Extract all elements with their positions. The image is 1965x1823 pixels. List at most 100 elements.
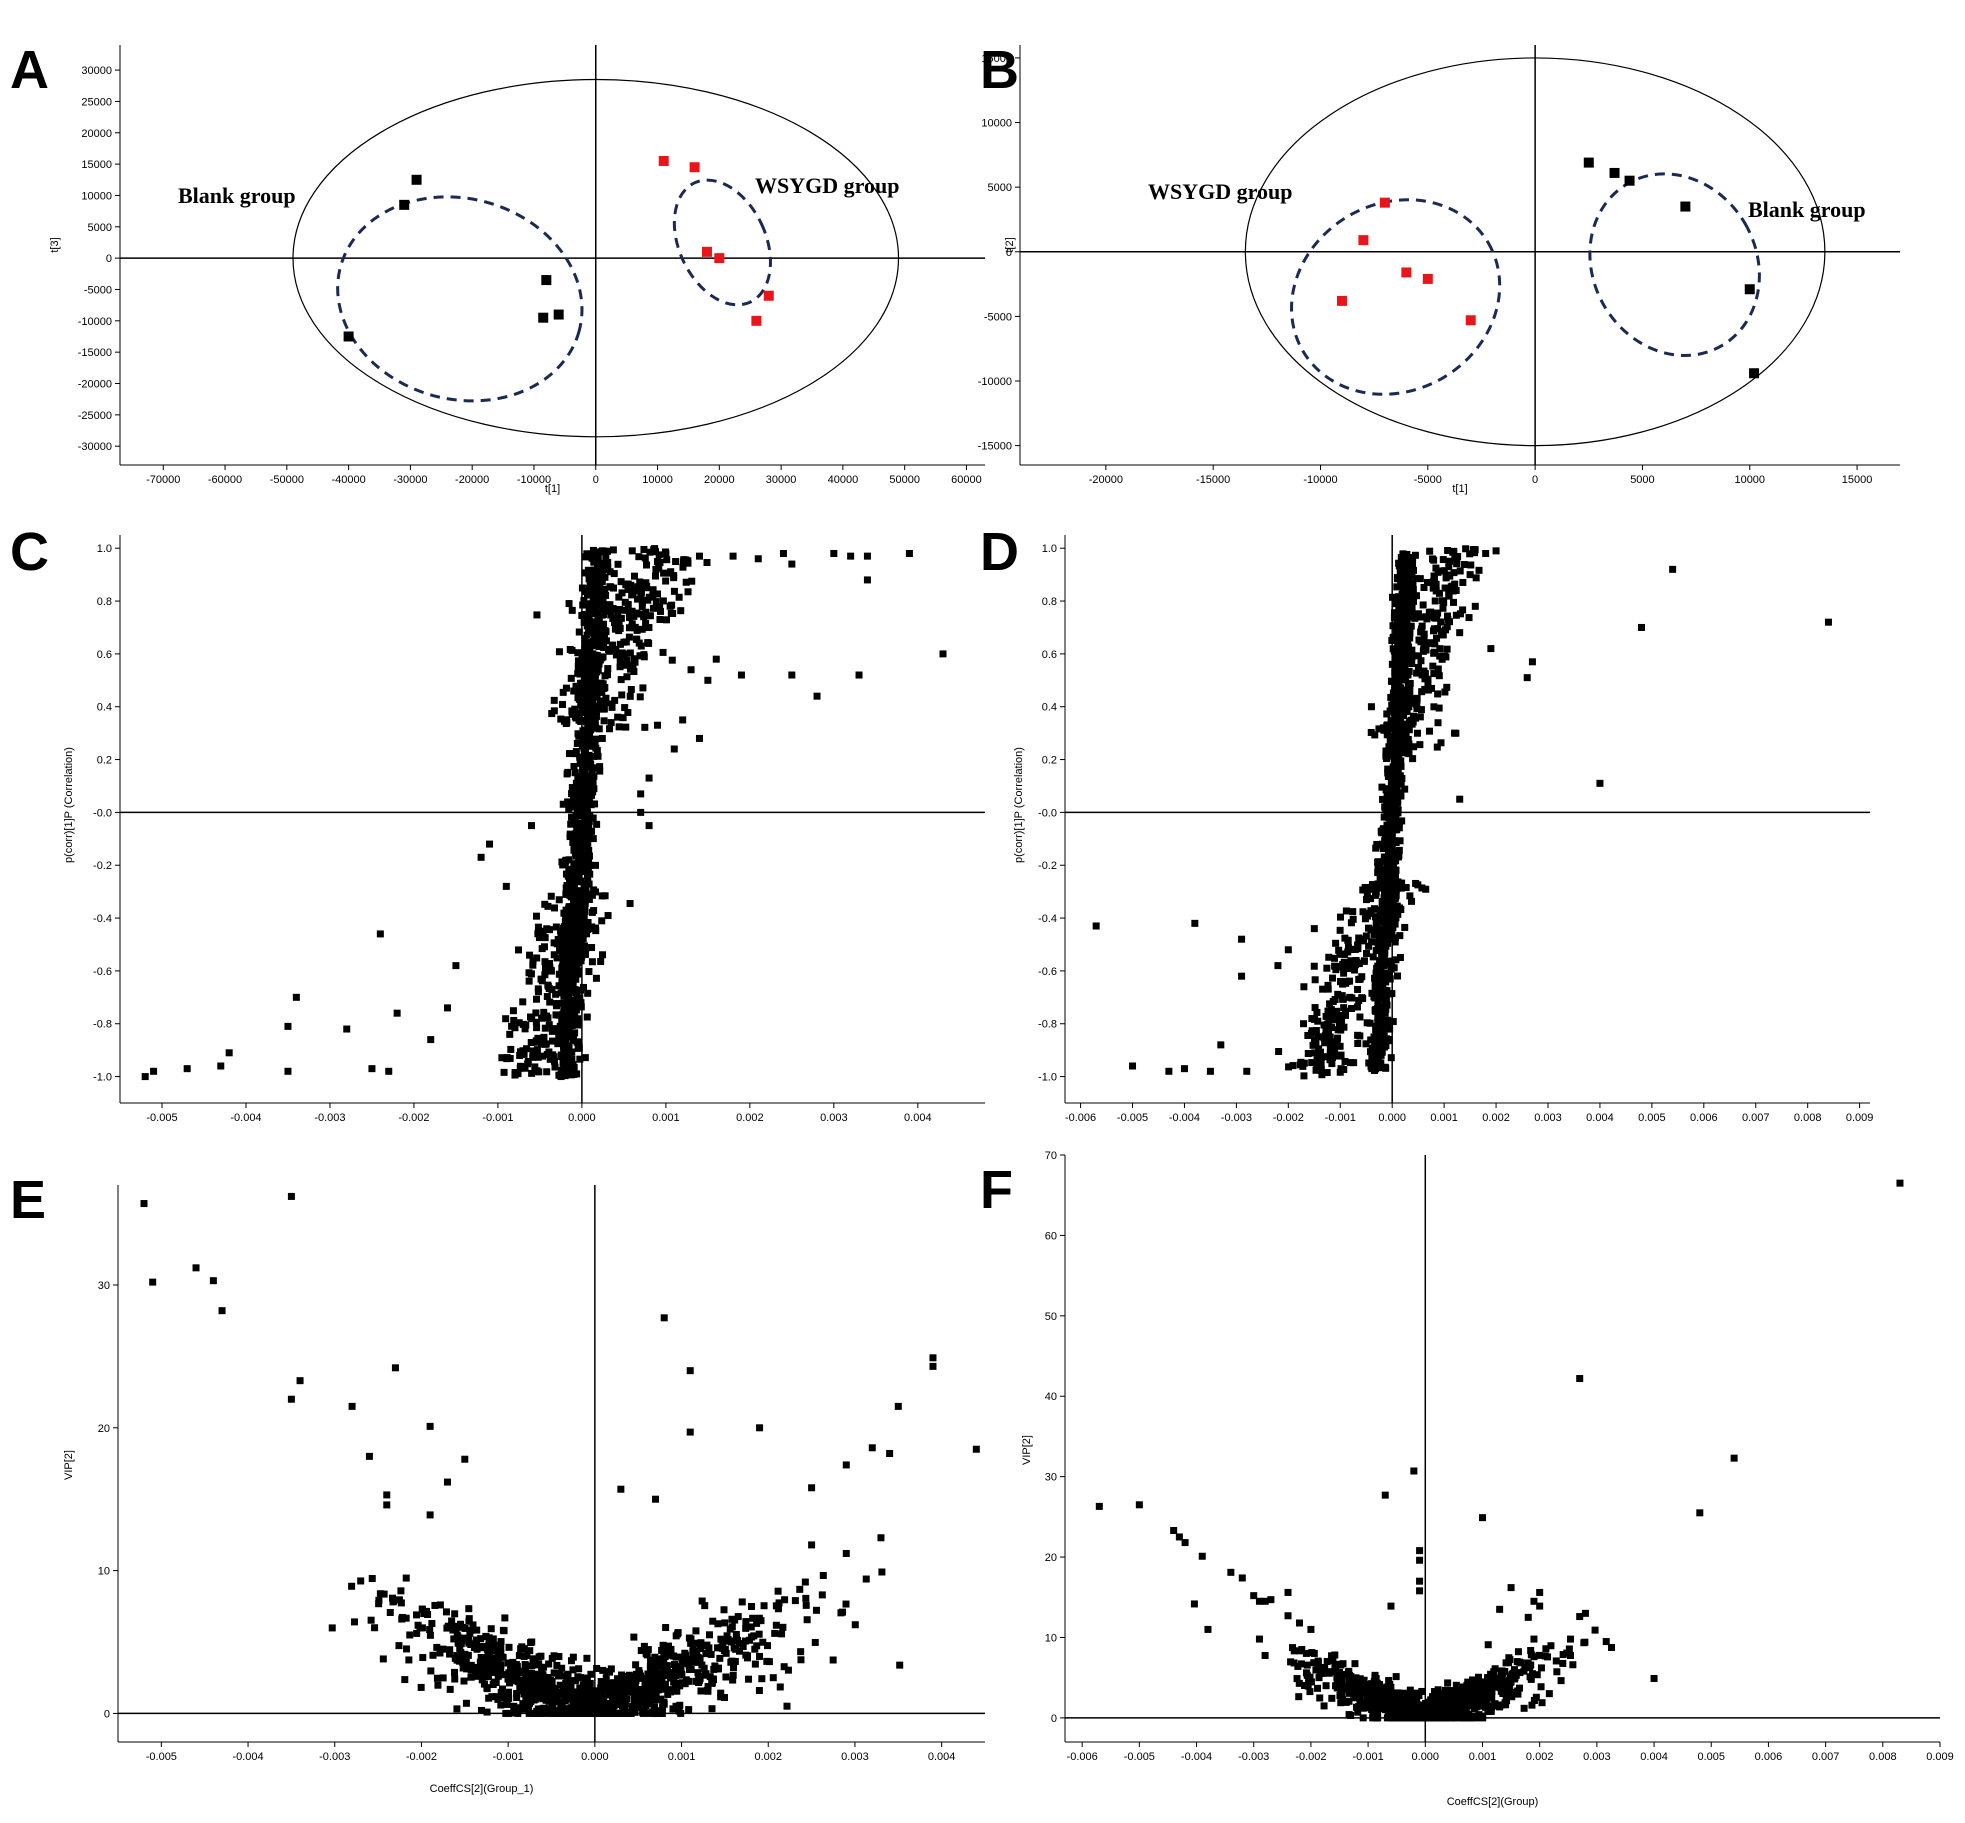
- data-point: [585, 823, 593, 831]
- data-point: [380, 1590, 388, 1598]
- data-point: [1294, 1662, 1302, 1670]
- data-point: [609, 546, 617, 554]
- data-point: [1370, 1067, 1378, 1075]
- data-point: [644, 1646, 652, 1654]
- data-point: [436, 1601, 444, 1609]
- data-point: [611, 619, 619, 627]
- data-point: [554, 935, 562, 943]
- data-point: [1323, 1657, 1331, 1665]
- data-point: [575, 628, 583, 636]
- data-point: [703, 559, 711, 567]
- data-point: [550, 1652, 558, 1660]
- data-point: [543, 1068, 551, 1076]
- data-point: [1379, 795, 1387, 803]
- data-point: [589, 737, 597, 745]
- data-point: [585, 739, 593, 747]
- data-point: [397, 1587, 405, 1595]
- data-point: [538, 977, 546, 985]
- data-point: [1333, 1677, 1341, 1685]
- data-point: [580, 770, 588, 778]
- x-tick-label: 0.000: [581, 1751, 609, 1763]
- data-point: [737, 671, 745, 679]
- data-point: [494, 1653, 502, 1661]
- data-point: [1506, 1656, 1514, 1664]
- data-point: [1418, 884, 1426, 892]
- data-point: [1331, 1662, 1339, 1670]
- data-point: [668, 601, 676, 609]
- data-point: [1420, 667, 1428, 675]
- data-point: [588, 570, 596, 578]
- data-point: [601, 698, 609, 706]
- data-point: [675, 1667, 683, 1675]
- data-point: [1295, 1693, 1303, 1701]
- data-point: [533, 1670, 541, 1678]
- data-point: [1347, 957, 1355, 965]
- data-point: [1669, 565, 1677, 573]
- data-point: [452, 1622, 460, 1630]
- data-point: [1552, 1657, 1560, 1665]
- data-point: [647, 1656, 655, 1664]
- x-tick-label: -0.005: [146, 1751, 177, 1763]
- data-point: [1180, 1065, 1188, 1073]
- data-point: [753, 1619, 761, 1627]
- data-point: [1359, 886, 1367, 894]
- data-point: [1390, 614, 1398, 622]
- data-point: [568, 606, 576, 614]
- data-point: [1407, 716, 1415, 724]
- data-point: [1387, 893, 1395, 901]
- data-point: [645, 774, 653, 782]
- data-point: [584, 657, 592, 665]
- data-point: [689, 162, 700, 173]
- data-point: [1374, 858, 1382, 866]
- y-tick-label: -0.6: [93, 966, 112, 978]
- data-point: [580, 1697, 588, 1705]
- data-point: [635, 553, 643, 561]
- x-tick-label: -0.001: [1353, 1751, 1384, 1763]
- data-point: [1395, 666, 1403, 674]
- data-point: [1190, 1600, 1198, 1608]
- data-point: [426, 1422, 434, 1430]
- data-point: [1380, 813, 1388, 821]
- data-point: [1404, 597, 1412, 605]
- data-point: [508, 1677, 516, 1685]
- data-point: [458, 1623, 466, 1631]
- data-point: [582, 756, 590, 764]
- data-point: [456, 1644, 464, 1652]
- data-point: [705, 1631, 713, 1639]
- data-point: [1389, 924, 1397, 932]
- data-point: [1367, 895, 1375, 903]
- data-point: [553, 1002, 561, 1010]
- data-point: [1379, 1037, 1387, 1045]
- x-tick-label: 0.003: [1583, 1751, 1611, 1763]
- data-point: [578, 929, 586, 937]
- data-point: [433, 1643, 441, 1651]
- y-tick-label: 10: [98, 1566, 110, 1578]
- panel-d: D-0.006 -0.005 -0.004 -0.003 -0.002 -0.001 0.0…: [980, 522, 1873, 1124]
- data-point: [1397, 906, 1405, 914]
- data-point: [1397, 778, 1405, 786]
- data-point: [1456, 629, 1464, 637]
- data-point: [562, 890, 570, 898]
- data-point: [749, 1614, 757, 1622]
- data-point: [599, 1666, 607, 1674]
- y-tick-label: 1.0: [97, 543, 112, 555]
- data-point: [642, 619, 650, 627]
- data-point: [617, 1693, 625, 1701]
- data-point: [1399, 720, 1407, 728]
- data-point: [431, 1601, 439, 1609]
- data-point: [1425, 727, 1433, 735]
- data-point: [558, 1023, 566, 1031]
- data-point: [1523, 674, 1531, 682]
- panel-letter: F: [980, 1160, 1013, 1220]
- data-point: [667, 1645, 675, 1653]
- data-point: [583, 872, 591, 880]
- data-point: [1401, 653, 1409, 661]
- data-point: [1520, 1704, 1528, 1712]
- data-point: [1331, 1009, 1339, 1017]
- data-point: [760, 1602, 768, 1610]
- data-point: [1390, 736, 1398, 744]
- data-point: [538, 1691, 546, 1699]
- data-point: [525, 1687, 533, 1695]
- data-point: [1470, 1705, 1478, 1713]
- data-point: [716, 1654, 724, 1662]
